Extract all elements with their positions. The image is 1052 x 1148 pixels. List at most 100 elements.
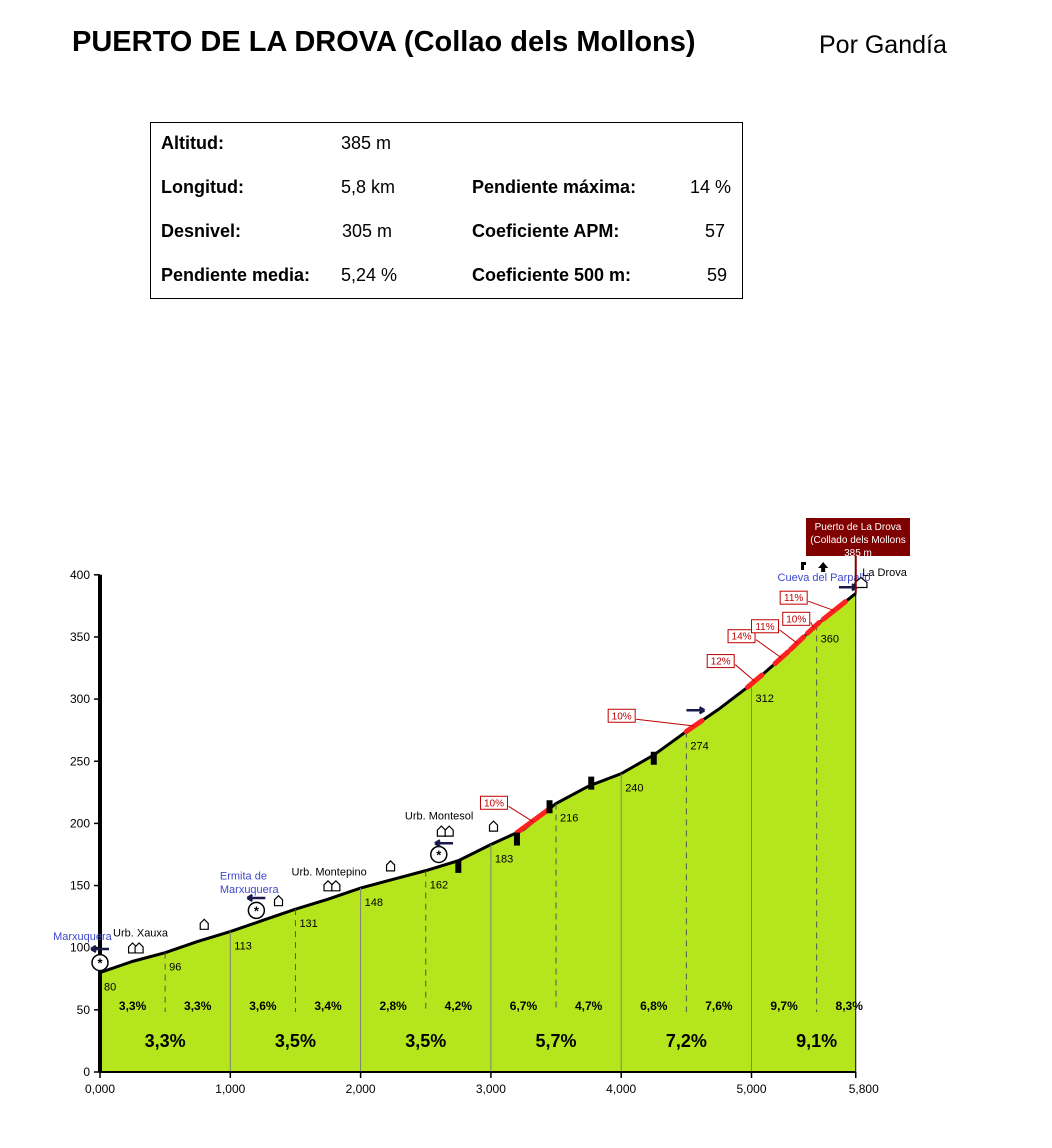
steep-label-box [706,654,735,669]
direction-arrow-icon [434,839,453,848]
x-tick-label: 5,000 [736,1082,766,1096]
altitude-label: 113 [234,941,252,953]
steep-label-box [779,590,808,605]
x-tick-label: 5,800 [849,1082,879,1096]
steep-label-box [607,708,636,723]
steep-label: 11% [784,593,803,604]
altitude-label: 216 [560,813,578,825]
landmark-icon-glyph: * [254,903,260,918]
altitude-label: 312 [756,693,774,705]
x-tick-label: 2,000 [346,1082,376,1096]
km-gradient-label: 3,3% [145,1031,186,1051]
km-marker-icon [650,751,657,765]
half-km-gradient-label: 2,8% [379,999,407,1013]
steep-leader [810,622,814,628]
steep-leader [734,664,756,682]
half-km-gradient-label: 3,3% [119,999,147,1013]
half-km-gradient-label: 4,7% [575,999,603,1013]
altitude-label: 162 [430,880,448,892]
km-gradient-label: 5,7% [536,1031,577,1051]
altitude-label: 96 [169,962,181,974]
stat-pendiente-media-value: 5,24 % [341,265,398,285]
summit-sign-line: (Collado dels Mollons [810,535,906,546]
house-icon [273,894,284,907]
stat-coef-apm-label: Coeficiente APM: [472,221,620,241]
direction-arrow-icon [90,944,109,954]
half-km-gradient-label: 9,7% [770,999,798,1013]
landmark-icon-glyph: * [436,847,442,862]
km-marker-icon [546,800,553,814]
place-label: La Drova [862,567,908,579]
stat-altitud-label: Altitud: [161,133,224,153]
steep-label: 10% [484,798,504,809]
steep-label: 10% [786,614,806,625]
km-gradient-label: 3,5% [275,1031,316,1051]
place-label: Urb. Montepino [292,867,367,879]
place-label: Urb. Montesol [405,811,473,823]
steep-leader [636,718,695,727]
half-km-gradient-label: 3,3% [184,999,212,1013]
steep-label: 12% [711,657,731,668]
y-tick-label: 100 [70,941,90,955]
stat-coef-500-label: Coeficiente 500 m: [472,265,632,285]
house-icon [488,820,499,832]
stat-coef-apm-value: 57 [705,221,726,241]
half-km-gradient-label: 6,7% [510,999,538,1013]
steep-label: 10% [612,711,632,722]
altitude-label: 240 [625,783,643,795]
direction-arrow-icon [686,706,706,715]
y-tick-label: 200 [70,816,90,830]
half-km-gradient-label: 4,2% [445,999,473,1013]
y-tick-label: 50 [77,1003,91,1017]
page-title: PUERTO DE LA DROVA (Collao dels Mollons) [72,26,696,58]
direction-arrow-icon [838,583,858,592]
stat-altitud-value: 385 m [341,133,392,153]
tree-icon [818,562,829,572]
house-icon [323,879,333,892]
y-tick-label: 400 [70,568,90,582]
half-km-gradient-label: 6,8% [640,999,668,1013]
stat-pendiente-maxima-label: Pendiente máxima: [472,177,637,197]
profile-line [99,592,857,974]
x-tick-label: 3,000 [476,1082,506,1096]
stats-box: Altitud: 385 m Longitud: 5,8 km Desnivel… [150,122,743,299]
steep-leader [779,629,798,644]
km-gradient-label: 3,5% [405,1031,446,1051]
stat-desnivel-value: 305 m [342,221,393,241]
stat-pendiente-media-label: Pendiente media: [161,265,311,285]
y-tick-label: 150 [70,879,90,893]
steep-leader [807,600,835,612]
direction-arrow-icon [246,893,266,903]
x-tick-label: 0,000 [85,1082,115,1096]
stat-longitud-label: Longitud: [161,177,244,197]
page-subtitle: Por Gandía [819,31,947,59]
steep-label-box [479,795,508,810]
altitude-label: 274 [690,740,708,752]
place-label: Marxuquera [53,931,113,943]
km-marker-icon [588,776,595,790]
place-label: Ermita de [220,870,267,882]
steep-leader [508,805,534,823]
house-icon [385,860,396,872]
altitude-label: 148 [365,897,383,909]
altitude-label: 183 [495,854,513,866]
altitude-label: 131 [299,918,317,930]
half-km-gradient-label: 3,6% [249,999,277,1013]
half-km-gradient-label: 8,3% [836,999,864,1013]
y-tick-label: 300 [70,692,90,706]
steep-segment [514,806,553,836]
steep-label: 11% [755,622,774,633]
steep-segment [805,619,822,636]
house-icon [436,825,446,837]
km-gradient-label: 9,1% [796,1031,837,1051]
steep-label-box [727,629,756,644]
km-marker-icon [513,832,520,846]
steep-label-box [751,619,779,634]
km-marker-icon [455,859,462,873]
summit-sign [806,518,910,556]
stat-pendiente-maxima-value: 14 % [690,177,732,197]
steep-leader [755,639,782,659]
info-icon [801,562,807,570]
y-tick-label: 350 [70,630,90,644]
